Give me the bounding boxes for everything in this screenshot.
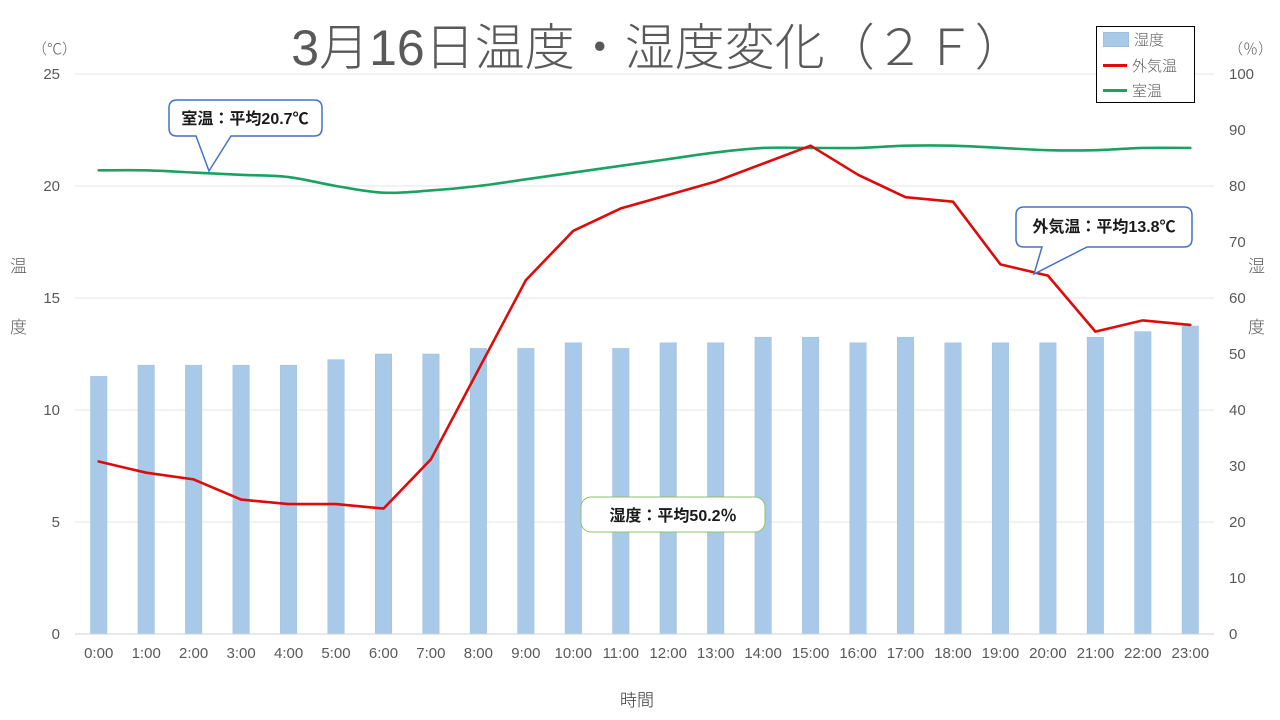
svg-text:12:00: 12:00 bbox=[649, 645, 687, 662]
svg-text:室温：平均20.7℃: 室温：平均20.7℃ bbox=[181, 110, 308, 128]
svg-text:20: 20 bbox=[43, 178, 60, 195]
svg-text:6:00: 6:00 bbox=[369, 645, 398, 662]
svg-text:60: 60 bbox=[1229, 290, 1246, 307]
svg-text:30: 30 bbox=[1229, 458, 1246, 475]
svg-text:10: 10 bbox=[1229, 570, 1246, 587]
svg-text:外気温：平均13.8℃: 外気温：平均13.8℃ bbox=[1032, 217, 1175, 236]
svg-text:10:00: 10:00 bbox=[555, 645, 593, 662]
svg-text:4:00: 4:00 bbox=[274, 645, 303, 662]
svg-text:19:00: 19:00 bbox=[982, 645, 1020, 662]
svg-text:16:00: 16:00 bbox=[839, 645, 877, 662]
svg-text:40: 40 bbox=[1229, 402, 1246, 419]
svg-text:5: 5 bbox=[52, 514, 60, 531]
svg-text:90: 90 bbox=[1229, 122, 1246, 139]
svg-text:湿度：平均50.2％: 湿度：平均50.2％ bbox=[609, 506, 736, 525]
svg-text:100: 100 bbox=[1229, 66, 1254, 83]
svg-text:14:00: 14:00 bbox=[744, 645, 782, 662]
svg-text:3:00: 3:00 bbox=[226, 645, 255, 662]
svg-text:22:00: 22:00 bbox=[1124, 645, 1162, 662]
svg-text:2:00: 2:00 bbox=[179, 645, 208, 662]
svg-text:70: 70 bbox=[1229, 234, 1246, 251]
svg-text:10: 10 bbox=[43, 402, 60, 419]
svg-text:50: 50 bbox=[1229, 346, 1246, 363]
svg-text:20: 20 bbox=[1229, 514, 1246, 531]
svg-text:20:00: 20:00 bbox=[1029, 645, 1067, 662]
svg-text:11:00: 11:00 bbox=[603, 645, 639, 662]
svg-text:13:00: 13:00 bbox=[697, 645, 735, 662]
svg-text:23:00: 23:00 bbox=[1172, 645, 1210, 662]
svg-text:5:00: 5:00 bbox=[321, 645, 350, 662]
svg-text:25: 25 bbox=[43, 66, 60, 83]
svg-text:21:00: 21:00 bbox=[1077, 645, 1115, 662]
svg-text:0: 0 bbox=[52, 626, 60, 643]
svg-text:17:00: 17:00 bbox=[887, 645, 925, 662]
svg-text:0: 0 bbox=[1229, 626, 1237, 643]
svg-text:7:00: 7:00 bbox=[416, 645, 445, 662]
svg-text:15: 15 bbox=[43, 290, 60, 307]
svg-text:0:00: 0:00 bbox=[84, 645, 113, 662]
svg-text:1:00: 1:00 bbox=[132, 645, 161, 662]
svg-text:15:00: 15:00 bbox=[792, 645, 830, 662]
svg-text:18:00: 18:00 bbox=[934, 645, 972, 662]
svg-text:80: 80 bbox=[1229, 178, 1246, 195]
svg-text:9:00: 9:00 bbox=[511, 645, 540, 662]
svg-text:8:00: 8:00 bbox=[464, 645, 493, 662]
